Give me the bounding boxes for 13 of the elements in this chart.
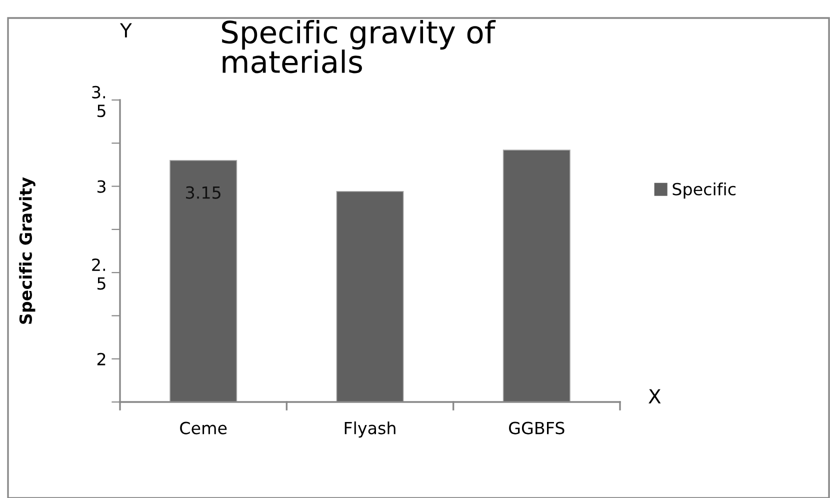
y-tick-label: 3. 5 xyxy=(92,86,106,118)
text: Y xyxy=(120,23,132,38)
y-axis-title: Specific Gravity xyxy=(19,177,36,324)
data-label: 3.15 xyxy=(186,186,220,199)
x-tick-label: GGBFS xyxy=(509,422,564,434)
y-tick-label: 3 xyxy=(97,180,106,193)
text: X xyxy=(648,389,661,404)
legend-label: Specific xyxy=(672,182,736,199)
x-tick-label: Ceme xyxy=(180,422,227,434)
chart-title: Specific gravity of materials xyxy=(222,20,496,74)
y-tick-label: 2 xyxy=(97,352,106,366)
y-tick-label: 2. 5 xyxy=(92,258,106,290)
x-tick-label: Flyash xyxy=(344,421,396,438)
